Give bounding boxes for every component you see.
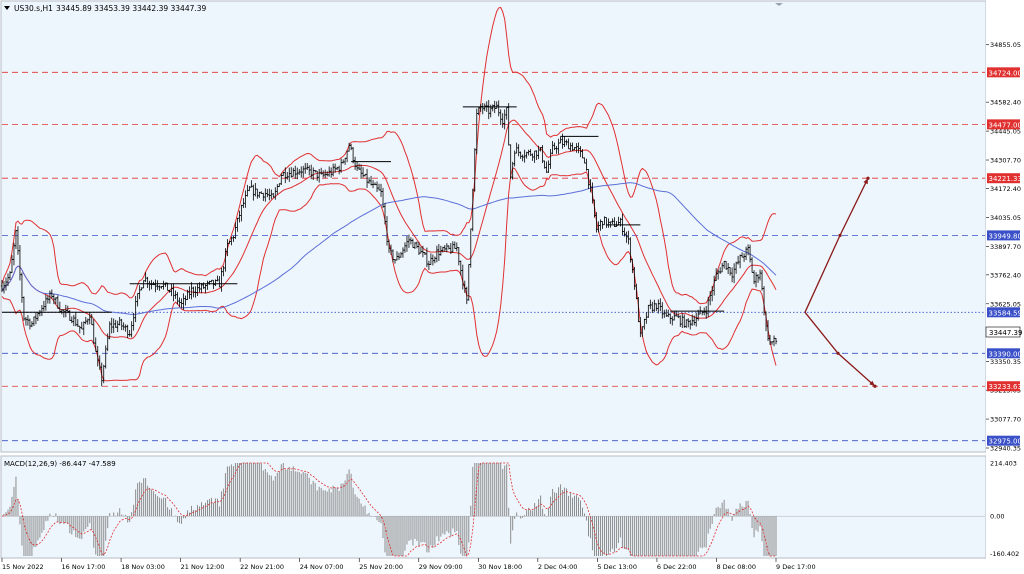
- level-tag: [987, 435, 1020, 446]
- x-tick-label: 30 Nov 18:00: [478, 563, 522, 571]
- level-tag-label: 34724.00: [989, 69, 1022, 77]
- x-tick-label: 25 Nov 20:00: [359, 563, 403, 571]
- macd-axis: 214.403 0.00 -160.402: [990, 460, 1019, 559]
- ohlc-values: 33445.89 33453.39 33442.39 33447.39: [56, 4, 207, 13]
- macd-tick-label: 214.403: [990, 460, 1017, 468]
- y-tick-label: 33077.70: [990, 416, 1021, 424]
- panel-collapse-icon[interactable]: [775, 3, 783, 6]
- macd-title: MACD(12,26,9) -86.447 -47.589: [4, 460, 116, 468]
- level-tag-label: 33390.00: [989, 350, 1022, 358]
- level-tag: [987, 67, 1020, 78]
- bollinger-upper: [1, 6, 777, 305]
- macd-tick-label: -160.402: [990, 550, 1019, 558]
- y-tick-label: 34445.05: [990, 128, 1021, 136]
- y-tick-label: 34582.40: [990, 99, 1021, 107]
- x-tick-label: 2 Dec 04:00: [538, 563, 578, 571]
- price-bar: [774, 337, 778, 345]
- x-tick-label: 8 Dec 08:00: [716, 563, 756, 571]
- macd-tick-label: 0.00: [990, 513, 1004, 521]
- level-tag: [987, 307, 1020, 318]
- y-tick-label: 34307.70: [990, 157, 1021, 165]
- current-price-tag: [985, 326, 1021, 338]
- bearish-arrow-node: [836, 351, 840, 355]
- x-tick-label: 29 Nov 09:00: [419, 563, 463, 571]
- level-tag: [987, 348, 1020, 359]
- pivot-markers: [2, 106, 725, 313]
- y-tick-label: 32940.35: [990, 445, 1021, 453]
- x-tick-label: 15 Nov 2022: [2, 563, 44, 571]
- price-panel-background: [0, 0, 987, 453]
- time-axis: 15 Nov 2022 16 Nov 17:00 18 Nov 03:00 21 No…: [1, 558, 816, 571]
- x-tick-label: 21 Nov 12:00: [181, 563, 225, 571]
- level-tag-label: 33233.63: [989, 383, 1022, 391]
- level-tag-label: 34221.33: [989, 175, 1022, 183]
- x-tick-label: 6 Dec 22:00: [657, 563, 697, 571]
- y-tick-label: 33350.35: [990, 358, 1021, 366]
- moving-average: [1, 182, 777, 315]
- macd-panel-background: [0, 455, 987, 559]
- macd-histogram: [1, 462, 985, 557]
- y-tick-label: 34855.05: [990, 41, 1021, 49]
- y-tick-label: 34035.05: [990, 214, 1021, 222]
- x-tick-label: 22 Nov 21:00: [240, 563, 284, 571]
- forecast-arrows: [804, 176, 877, 388]
- level-tag: [987, 119, 1020, 130]
- level-tag: [987, 381, 1020, 392]
- bullish-arrow-node: [838, 233, 842, 237]
- y-tick-label: 33762.40: [990, 271, 1021, 279]
- x-tick-label: 5 Dec 13:00: [597, 563, 637, 571]
- bullish-arrow-head: [863, 178, 868, 185]
- level-tag-label: 34477.00: [989, 121, 1022, 129]
- x-tick-label: 16 Nov 17:00: [62, 563, 106, 571]
- bearish-arrow-head: [869, 380, 875, 387]
- level-tag-label: 33584.59: [989, 309, 1022, 317]
- level-tag-label: 33949.80: [989, 232, 1022, 240]
- level-tag-label: 32975.00: [989, 438, 1022, 446]
- current-price-label: 33447.39: [989, 329, 1022, 337]
- price-candles: [0, 99, 778, 387]
- level-labels: 34724.00 34477.00 34221.33 33949.80 33584.59…: [987, 67, 1022, 446]
- price-axis-area: [986, 0, 1024, 574]
- y-tick-label: 33897.70: [990, 243, 1021, 251]
- level-tag: [987, 173, 1020, 184]
- bollinger-middle: [1, 119, 777, 340]
- level-tag: [987, 230, 1020, 241]
- moving-average-line: [1, 182, 777, 315]
- x-tick-label: 9 Dec 17:00: [776, 563, 816, 571]
- horizontal-levels: [2, 71, 985, 442]
- x-tick-label: 18 Nov 03:00: [121, 563, 165, 571]
- x-tick-label: 24 Nov 07:00: [300, 563, 344, 571]
- symbol-label: US30.s,H1: [14, 4, 53, 13]
- symbol-dropdown-icon[interactable]: [4, 6, 10, 10]
- y-tick-label: 34172.40: [990, 185, 1021, 193]
- y-tick-label: 33625.05: [990, 300, 1021, 308]
